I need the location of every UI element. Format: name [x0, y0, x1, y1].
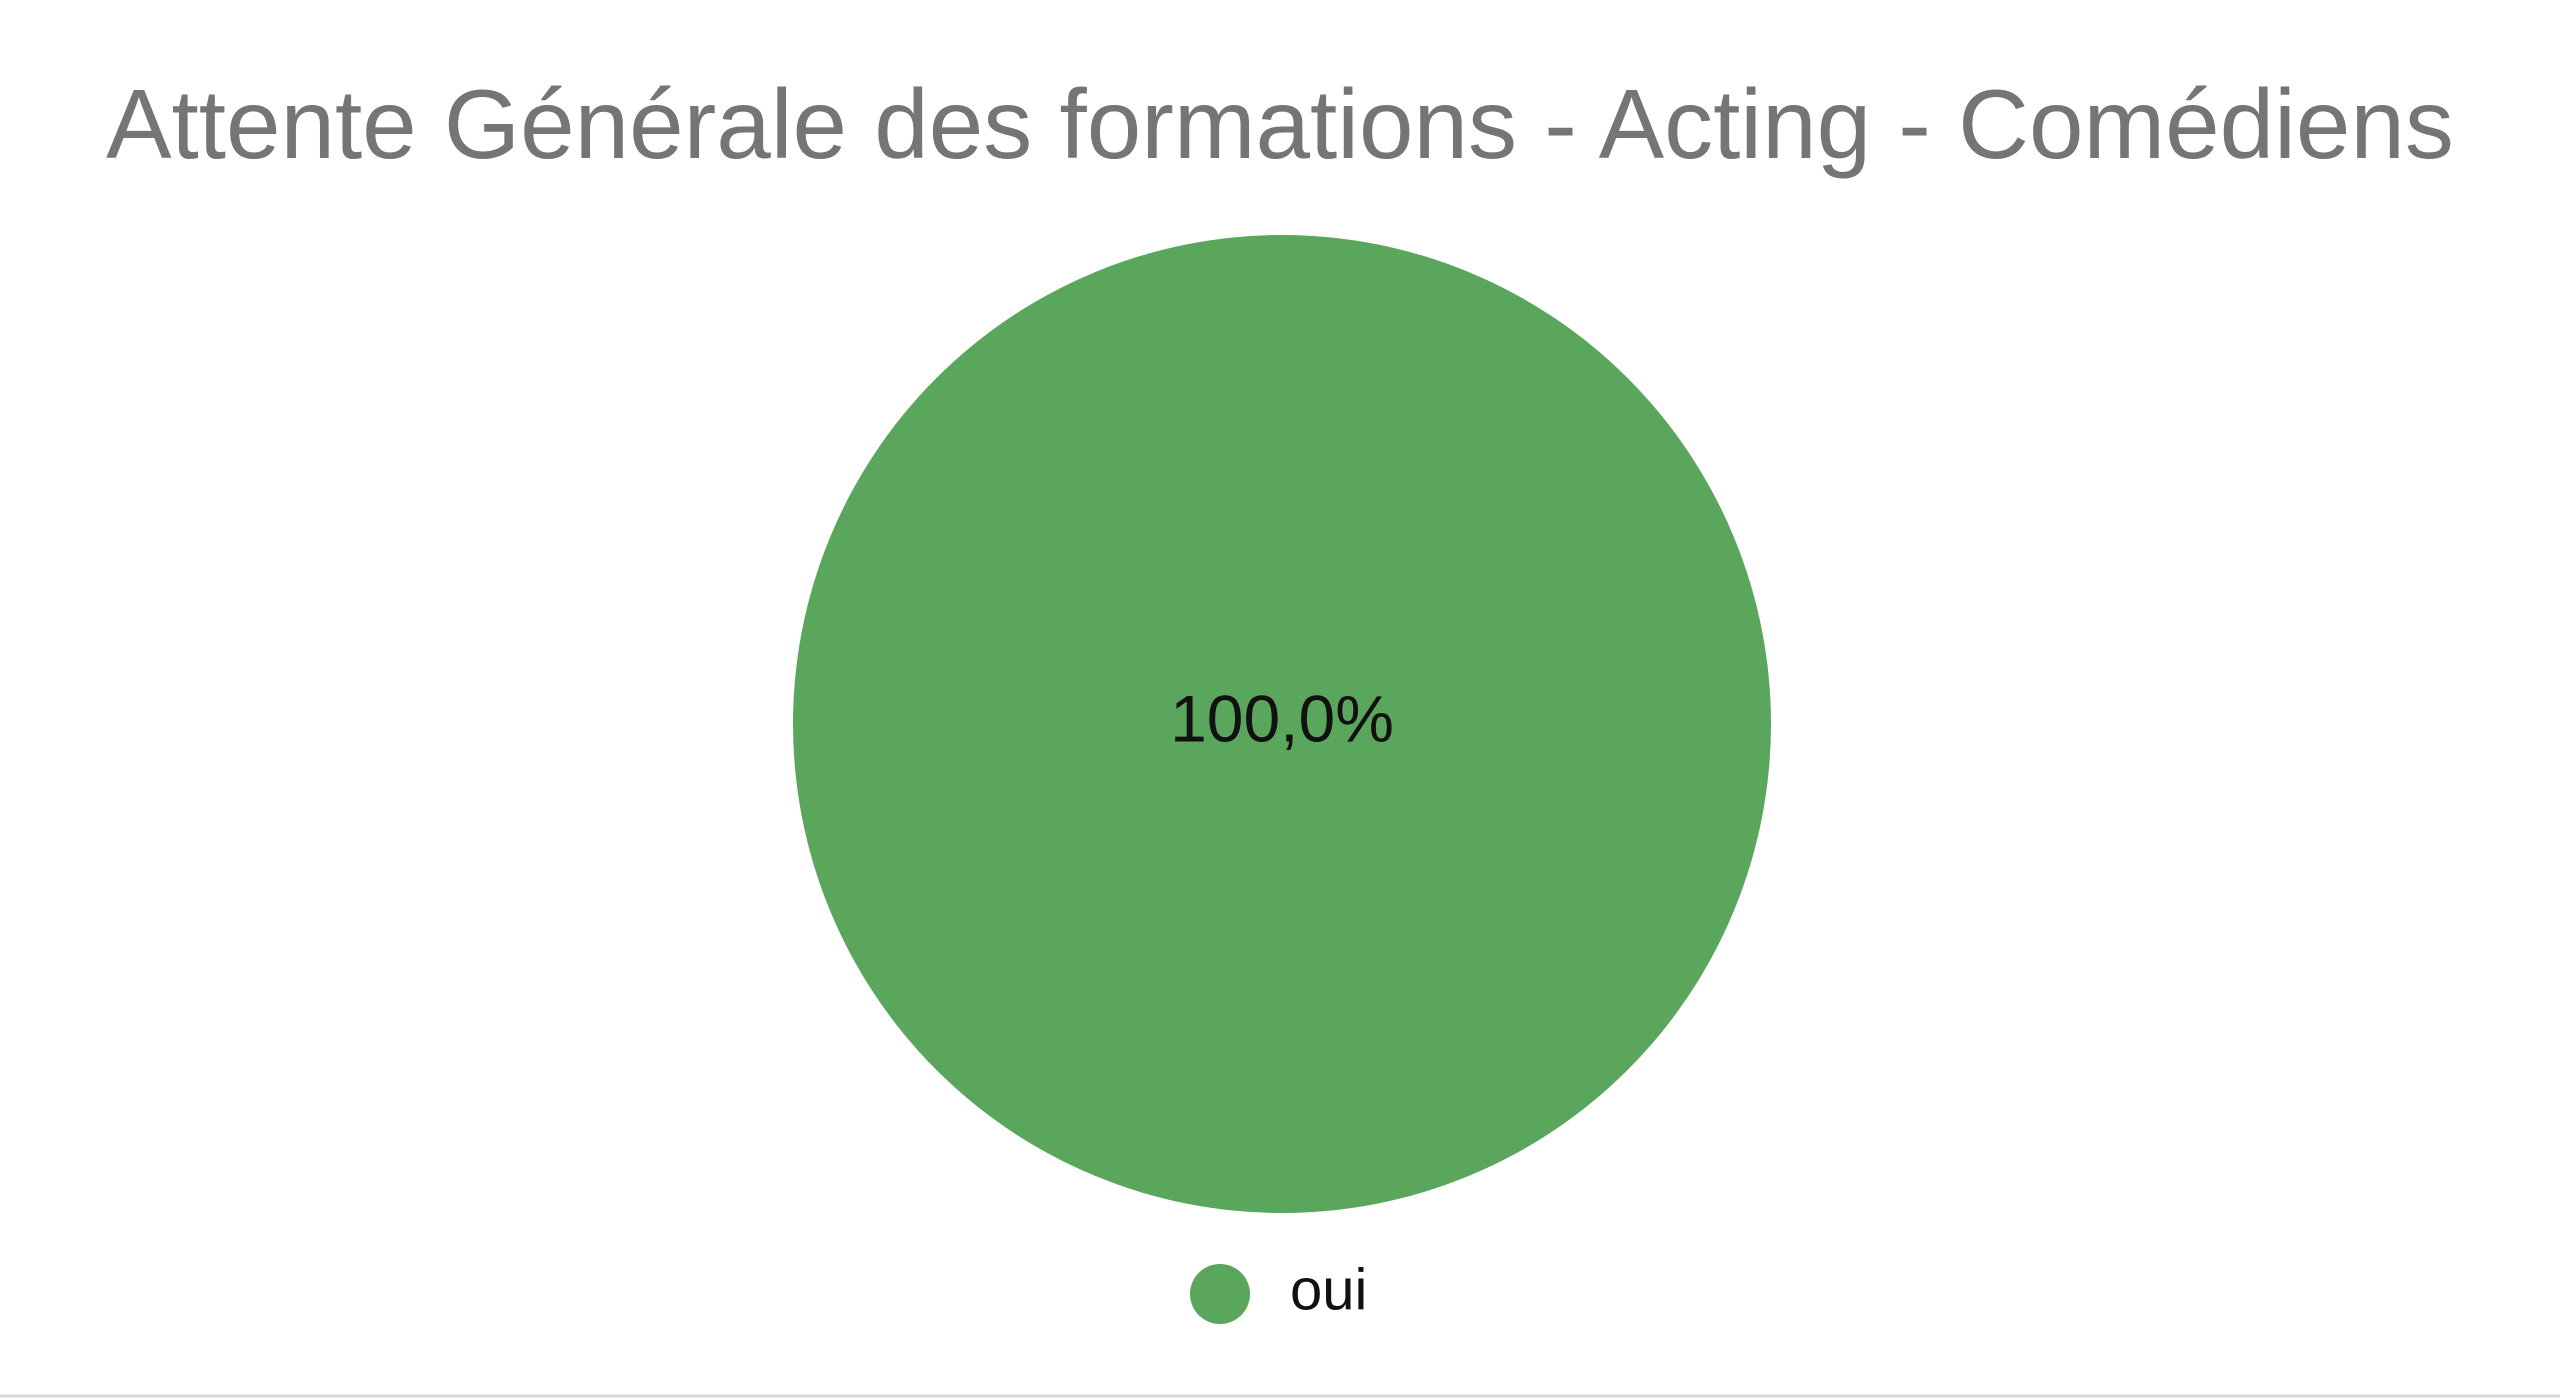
legend-marker: [1190, 1264, 1250, 1324]
pie-slice: [793, 235, 1771, 1213]
chart-title: Attente Générale des formations - Acting…: [106, 69, 2454, 179]
value-label: 100,0%: [1170, 681, 1394, 755]
legend-label: oui: [1290, 1257, 1367, 1322]
